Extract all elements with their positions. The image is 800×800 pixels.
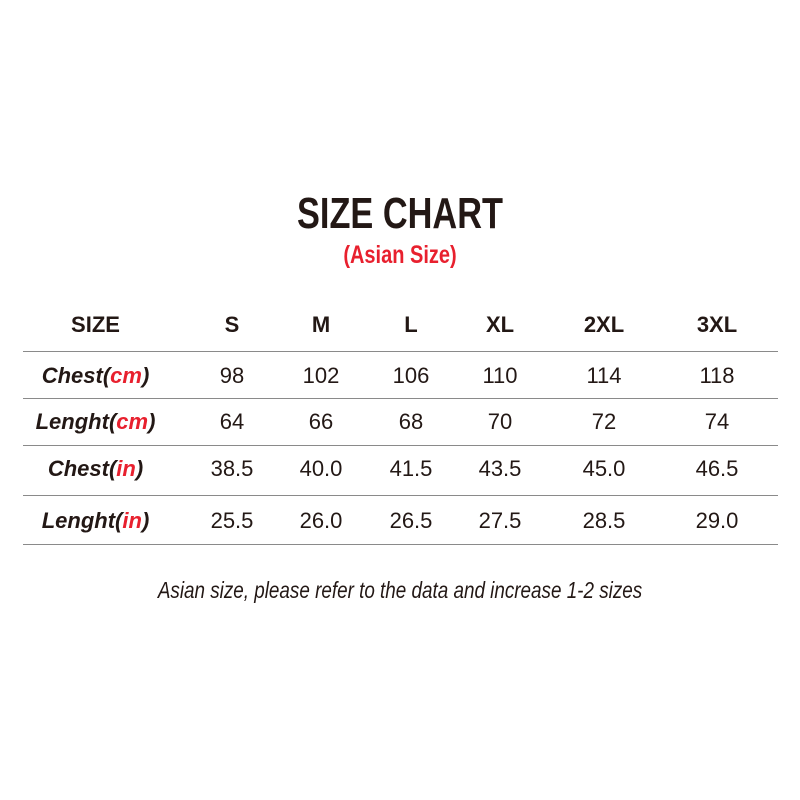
table-row: Lenght(in) 25.5 26.0 26.5 27.5 28.5 29.0 [23,501,778,541]
row-label: Chest(in) [47,456,144,481]
table-row: Chest(cm) 98 102 106 110 114 118 [23,356,778,396]
table-cell: 110 [482,363,518,388]
table-cell: 29.0 [695,508,739,533]
table-cell: 64 [219,409,245,434]
row-unit: in [122,508,142,533]
table-header-row: SIZE S M L XL 2XL 3XL [23,305,778,345]
table-cell: 46.5 [695,456,739,481]
divider [23,351,778,352]
table-cell: 25.5 [210,508,254,533]
table-cell: 26.0 [299,508,343,533]
page-subtitle: (Asian Size) [343,241,457,269]
table-cell: 98 [219,363,245,388]
table-cell: 40.0 [299,456,343,481]
divider [23,495,778,496]
footer-note: Asian size, please refer to the data and… [157,577,643,603]
table-cell: 114 [586,363,622,388]
page-title: SIZE CHART [297,189,503,238]
row-name: Lenght [41,508,116,533]
row-name: Chest [41,363,103,388]
header-size: XL [485,312,515,337]
table-row: Chest(in) 38.5 40.0 41.5 43.5 45.0 46.5 [23,449,778,489]
row-unit: in [116,456,136,481]
table-cell: 106 [392,363,430,388]
header-size: M [311,312,331,337]
row-unit: cm [110,363,142,388]
divider [23,544,778,545]
divider [23,445,778,446]
table-cell: 68 [398,409,424,434]
table-cell: 43.5 [478,456,522,481]
table-cell: 72 [591,409,617,434]
table-cell: 26.5 [389,508,433,533]
row-label: Lenght(in) [41,508,150,533]
row-name: Chest [47,456,109,481]
header-size: S [224,312,240,337]
row-label: Lenght(cm) [35,409,156,434]
header-size: 2XL [583,312,625,337]
table-cell: 41.5 [389,456,433,481]
table-cell: 45.0 [582,456,626,481]
row-name: Lenght [35,409,109,434]
header-label: SIZE [71,312,120,337]
header-size: 3XL [696,312,738,337]
row-unit: cm [116,409,149,434]
row-label: Chest(cm) [41,363,150,388]
table-cell: 70 [487,409,513,434]
table-cell: 27.5 [478,508,522,533]
table-row: Lenght(cm) 64 66 68 70 72 74 [23,402,778,442]
table-cell: 74 [704,409,730,434]
table-cell: 38.5 [210,456,254,481]
header-size: L [404,312,418,337]
divider [23,398,778,399]
table-cell: 28.5 [582,508,626,533]
table-cell: 102 [302,363,340,388]
table-cell: 66 [308,409,334,434]
table-cell: 118 [699,363,735,388]
